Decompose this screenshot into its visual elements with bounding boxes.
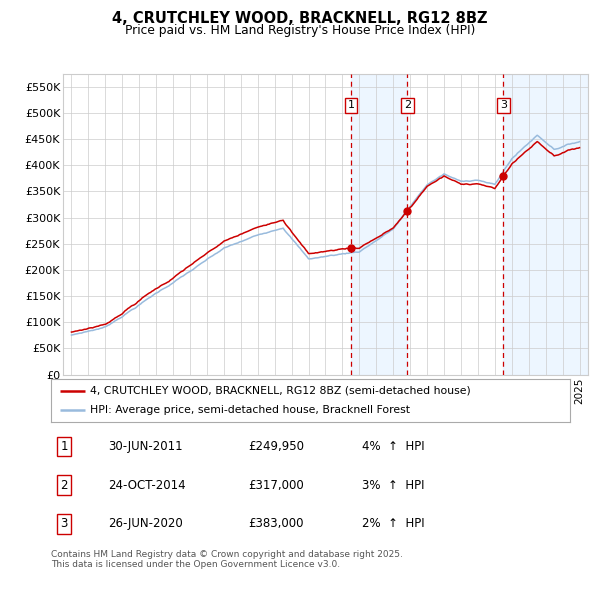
- Text: 2: 2: [404, 100, 411, 110]
- Text: 30-JUN-2011: 30-JUN-2011: [108, 440, 183, 453]
- Text: 3%  ↑  HPI: 3% ↑ HPI: [362, 478, 425, 492]
- Text: £383,000: £383,000: [248, 517, 304, 530]
- Text: 1: 1: [347, 100, 355, 110]
- Text: £249,950: £249,950: [248, 440, 304, 453]
- Text: 26-JUN-2020: 26-JUN-2020: [108, 517, 183, 530]
- Text: 2%  ↑  HPI: 2% ↑ HPI: [362, 517, 425, 530]
- Text: HPI: Average price, semi-detached house, Bracknell Forest: HPI: Average price, semi-detached house,…: [90, 405, 410, 415]
- Bar: [351, 74, 407, 375]
- Text: 3: 3: [60, 517, 68, 530]
- Text: 24-OCT-2014: 24-OCT-2014: [108, 478, 186, 492]
- Text: 4%  ↑  HPI: 4% ↑ HPI: [362, 440, 425, 453]
- Text: 3: 3: [500, 100, 507, 110]
- Text: 1: 1: [60, 440, 68, 453]
- Text: 4, CRUTCHLEY WOOD, BRACKNELL, RG12 8BZ (semi-detached house): 4, CRUTCHLEY WOOD, BRACKNELL, RG12 8BZ (…: [90, 386, 470, 396]
- Text: 2: 2: [60, 478, 68, 492]
- Text: Contains HM Land Registry data © Crown copyright and database right 2025.
This d: Contains HM Land Registry data © Crown c…: [51, 550, 403, 569]
- Text: £317,000: £317,000: [248, 478, 304, 492]
- Text: 4, CRUTCHLEY WOOD, BRACKNELL, RG12 8BZ: 4, CRUTCHLEY WOOD, BRACKNELL, RG12 8BZ: [112, 11, 488, 25]
- Bar: [503, 74, 588, 375]
- Text: Price paid vs. HM Land Registry's House Price Index (HPI): Price paid vs. HM Land Registry's House …: [125, 24, 475, 37]
